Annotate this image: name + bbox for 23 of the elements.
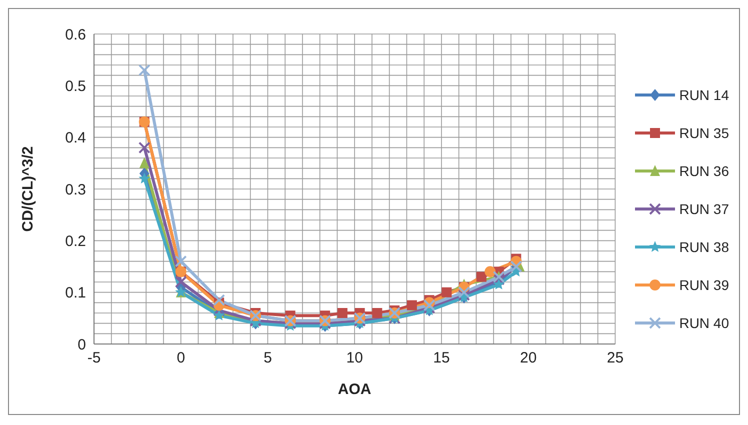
legend-label: RUN 35: [679, 125, 729, 141]
y-tick-label: 0.6: [65, 26, 86, 44]
legend-label: RUN 36: [679, 163, 729, 179]
x-tick-label: 0: [176, 350, 186, 367]
y-tick-label: 0.4: [65, 130, 86, 147]
legend-label: RUN 40: [679, 315, 729, 331]
x-tick-label: 15: [433, 350, 450, 367]
y-tick-label: 0.2: [65, 232, 86, 250]
y-tick-label: 0.3: [65, 181, 86, 198]
legend-label: RUN 38: [679, 239, 729, 255]
x-tick-label: -5: [87, 350, 101, 367]
x-axis-title: AOA: [338, 381, 372, 398]
y-axis-title: CD/(CL)^3/2: [19, 146, 36, 232]
legend-label: RUN 14: [679, 87, 729, 103]
y-tick-label: 0.5: [65, 78, 86, 95]
y-tick-label: 0.1: [65, 284, 86, 302]
x-tick-label: 25: [606, 350, 624, 367]
x-tick-label: 10: [346, 350, 363, 367]
x-tick-label: 20: [520, 350, 537, 367]
legend-label: RUN 39: [679, 277, 729, 293]
x-tick-label: 5: [264, 350, 272, 367]
legend-label: RUN 37: [679, 201, 729, 217]
y-tick-label: 0: [78, 336, 86, 354]
